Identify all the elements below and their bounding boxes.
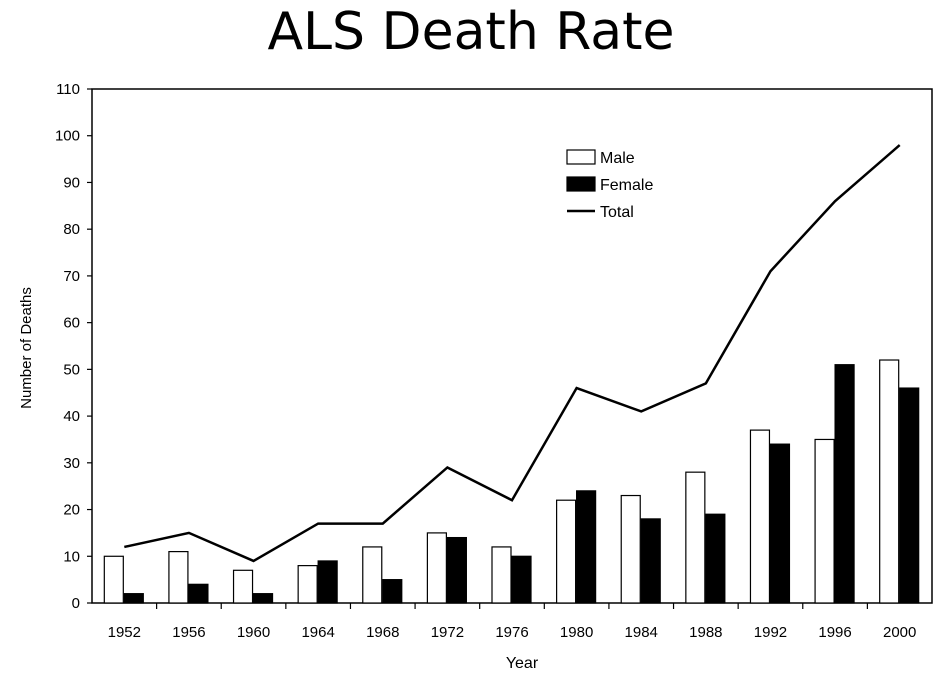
bar-male [232, 569, 254, 604]
y-tick-label: 80 [63, 221, 80, 238]
y-tick-label: 50 [63, 361, 80, 378]
x-tick-label: 1992 [754, 624, 787, 641]
y-tick-label: 0 [72, 595, 80, 612]
series-line-total [124, 144, 901, 563]
x-tick-label: 1956 [172, 624, 205, 641]
bar-female [317, 560, 338, 604]
x-tick-label: 1972 [431, 624, 464, 641]
bar-female [769, 443, 791, 604]
y-axis-label: Number of Deaths [18, 287, 35, 409]
bar-male [491, 546, 512, 604]
bar-male [749, 429, 771, 604]
bar-male [556, 499, 577, 604]
bar-male [297, 565, 318, 604]
bar-female [705, 513, 726, 604]
bar-male [879, 359, 900, 604]
bar-female [576, 490, 597, 604]
bar-male [814, 438, 835, 604]
legend-swatch-female [566, 176, 596, 192]
y-tick-label: 110 [56, 81, 80, 98]
x-axis-label: Year [506, 655, 539, 672]
y-tick-label: 70 [63, 268, 80, 285]
bar-female [511, 555, 532, 604]
legend-label-female: Female [600, 177, 653, 194]
page-title: ALS Death Rate [267, 2, 675, 62]
bar-male [103, 555, 124, 604]
x-tick-label: 2000 [883, 624, 916, 641]
bar-male [168, 550, 189, 604]
x-tick-label: 1952 [108, 624, 141, 641]
x-tick-label: 1964 [301, 624, 334, 641]
bar-male [620, 494, 641, 604]
x-tick-label: 1988 [689, 624, 722, 641]
bar-female [123, 593, 144, 604]
bar-female [834, 364, 855, 604]
y-tick-label: 10 [63, 548, 80, 565]
legend-swatch-male [566, 149, 596, 165]
bar-male [362, 546, 383, 604]
bar-female [188, 583, 209, 604]
x-tick-label: 1980 [560, 624, 593, 641]
bar-female [446, 536, 467, 604]
plot-area: 0 10 20 30 40 50 60 70 80 90 100 110 1952 1956 1960 196… [18, 81, 933, 672]
y-tick-label: 20 [63, 502, 80, 519]
y-tick-label: 90 [63, 174, 80, 191]
bar-female [252, 593, 274, 604]
y-tick-label: 30 [63, 455, 80, 472]
x-tick-label: 1996 [818, 624, 851, 641]
bar-male [685, 471, 706, 604]
x-tick-label: 1960 [237, 624, 270, 641]
legend-label-total: Total [600, 204, 634, 221]
x-tick-label: 1976 [495, 624, 528, 641]
bar-male [426, 532, 447, 604]
bar-female [899, 387, 920, 604]
y-tick-label: 100 [55, 128, 80, 145]
x-tick-label: 1984 [625, 624, 658, 641]
bar-female [640, 518, 661, 604]
bar-female [382, 579, 403, 604]
y-tick-label: 40 [63, 408, 80, 425]
plot-frame [91, 88, 933, 604]
x-tick-label: 1968 [366, 624, 399, 641]
y-tick-label: 60 [63, 315, 80, 332]
legend-label-male: Male [600, 150, 635, 167]
